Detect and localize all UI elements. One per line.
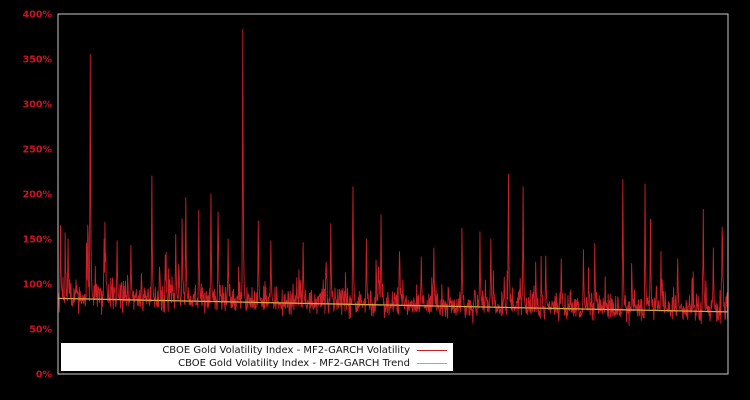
volatility-series-line [57, 28, 729, 327]
legend-line-sample-trend [417, 362, 447, 364]
legend-item-trend: CBOE Gold Volatility Index - MF2-GARCH T… [65, 358, 447, 369]
plot-border [57, 13, 729, 375]
y-tick-label: 350% [23, 55, 53, 66]
y-tick-label: 250% [23, 145, 53, 156]
y-tick-label: 100% [23, 280, 53, 291]
y-tick-label: 400% [23, 10, 53, 21]
y-tick-label: 0% [36, 370, 53, 381]
y-tick-label: 50% [29, 325, 52, 336]
legend-item-volatility: CBOE Gold Volatility Index - MF2-GARCH V… [65, 345, 447, 356]
y-tick-label: 300% [23, 100, 53, 111]
legend: CBOE Gold Volatility Index - MF2-GARCH V… [60, 342, 454, 372]
y-tick-label: 200% [23, 190, 53, 201]
legend-label-trend: CBOE Gold Volatility Index - MF2-GARCH T… [178, 357, 410, 369]
y-tick-label: 150% [23, 235, 53, 246]
trend-series-line [57, 297, 729, 313]
legend-label-volatility: CBOE Gold Volatility Index - MF2-GARCH V… [162, 345, 410, 357]
legend-line-sample-volatility [417, 350, 447, 352]
